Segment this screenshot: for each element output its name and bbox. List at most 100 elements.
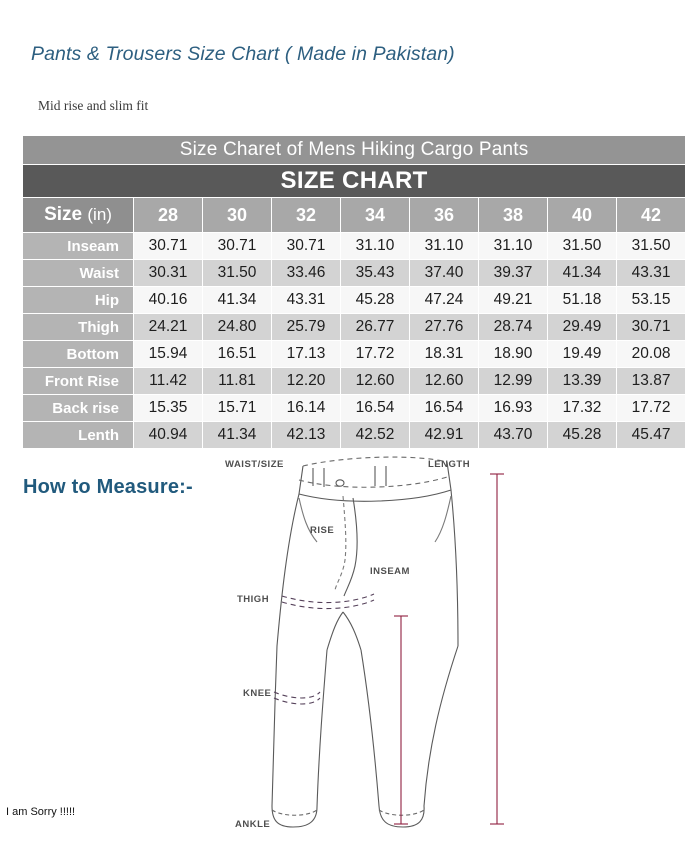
corner-label: Size bbox=[44, 204, 83, 225]
row-label: Thigh bbox=[23, 314, 133, 340]
measurement-cell: 31.10 bbox=[479, 233, 547, 259]
measurement-cell: 45.47 bbox=[617, 422, 686, 448]
row-label: Front Rise bbox=[23, 368, 133, 394]
measurement-cell: 42.91 bbox=[410, 422, 478, 448]
table-caption-row: Size Charet of Mens Hiking Cargo Pants bbox=[23, 136, 686, 164]
size-header-36: 36 bbox=[410, 198, 478, 232]
measurement-cell: 17.72 bbox=[617, 395, 686, 421]
size-chart-table: Size Charet of Mens Hiking Cargo Pants S… bbox=[22, 135, 687, 449]
measurement-cell: 43.31 bbox=[617, 260, 686, 286]
measurement-cell: 35.43 bbox=[341, 260, 409, 286]
measurement-cell: 47.24 bbox=[410, 287, 478, 313]
size-header-42: 42 bbox=[617, 198, 686, 232]
label-inseam: INSEAM bbox=[370, 566, 410, 577]
measurement-cell: 15.71 bbox=[203, 395, 271, 421]
pants-measurement-diagram: WAIST/SIZE LENGTH RISE INSEAM THIGH KNEE… bbox=[225, 450, 700, 850]
measurement-cell: 39.37 bbox=[479, 260, 547, 286]
measurement-cell: 15.94 bbox=[134, 341, 202, 367]
measurement-cell: 43.31 bbox=[272, 287, 340, 313]
measurement-cell: 30.71 bbox=[134, 233, 202, 259]
measurement-cell: 51.18 bbox=[548, 287, 616, 313]
table-caption: Size Charet of Mens Hiking Cargo Pants bbox=[23, 136, 686, 164]
measurement-cell: 13.87 bbox=[617, 368, 686, 394]
size-header-38: 38 bbox=[479, 198, 547, 232]
size-header-28: 28 bbox=[134, 198, 202, 232]
size-header-32: 32 bbox=[272, 198, 340, 232]
measurement-cell: 20.08 bbox=[617, 341, 686, 367]
measurement-cell: 29.49 bbox=[548, 314, 616, 340]
row-label: Bottom bbox=[23, 341, 133, 367]
measurement-cell: 49.21 bbox=[479, 287, 547, 313]
measurement-cell: 43.70 bbox=[479, 422, 547, 448]
measurement-cell: 41.34 bbox=[548, 260, 616, 286]
table-row: Lenth 40.94 41.34 42.13 42.52 42.91 43.70 45.28… bbox=[23, 422, 686, 448]
table-row: Waist 30.31 31.50 33.46 35.43 37.40 39.37 41.34… bbox=[23, 260, 686, 286]
measurement-cell: 13.39 bbox=[548, 368, 616, 394]
label-thigh: THIGH bbox=[237, 594, 269, 605]
size-header-row: Size (in) 28 30 32 34 36 38 40 42 bbox=[23, 198, 686, 232]
label-knee: KNEE bbox=[243, 688, 271, 699]
measurement-cell: 12.60 bbox=[341, 368, 409, 394]
measurement-cell: 42.52 bbox=[341, 422, 409, 448]
measurement-cell: 17.13 bbox=[272, 341, 340, 367]
measurement-cell: 45.28 bbox=[341, 287, 409, 313]
measurement-cell: 12.20 bbox=[272, 368, 340, 394]
fit-description: Mid rise and slim fit bbox=[38, 98, 149, 113]
measurement-cell: 37.40 bbox=[410, 260, 478, 286]
measurement-cell: 16.14 bbox=[272, 395, 340, 421]
table-banner-row: SIZE CHART bbox=[23, 165, 686, 197]
measurement-cell: 15.35 bbox=[134, 395, 202, 421]
measurement-cell: 24.80 bbox=[203, 314, 271, 340]
measurement-cell: 31.50 bbox=[548, 233, 616, 259]
row-label: Back rise bbox=[23, 395, 133, 421]
measurement-cell: 16.54 bbox=[410, 395, 478, 421]
measurement-cell: 24.21 bbox=[134, 314, 202, 340]
measurement-cell: 17.72 bbox=[341, 341, 409, 367]
how-to-measure-heading: How to Measure:- bbox=[23, 476, 193, 498]
table-row: Front Rise 11.42 11.81 12.20 12.60 12.60 12.99… bbox=[23, 368, 686, 394]
table-row: Bottom 15.94 16.51 17.13 17.72 18.31 18.90 19.4… bbox=[23, 341, 686, 367]
measurement-cell: 31.50 bbox=[617, 233, 686, 259]
measurement-cell: 16.51 bbox=[203, 341, 271, 367]
measurement-cell: 42.13 bbox=[272, 422, 340, 448]
measurement-cell: 31.50 bbox=[203, 260, 271, 286]
measurement-cell: 26.77 bbox=[341, 314, 409, 340]
measurement-cell: 30.71 bbox=[272, 233, 340, 259]
measurement-cell: 53.15 bbox=[617, 287, 686, 313]
table-row: Inseam 30.71 30.71 30.71 31.10 31.10 31.10 31.5… bbox=[23, 233, 686, 259]
label-waist: WAIST/SIZE bbox=[225, 459, 284, 470]
size-header-30: 30 bbox=[203, 198, 271, 232]
row-label: Hip bbox=[23, 287, 133, 313]
measurement-cell: 41.34 bbox=[203, 422, 271, 448]
measurement-cell: 16.54 bbox=[341, 395, 409, 421]
table-banner: SIZE CHART bbox=[23, 165, 686, 197]
page-title: Pants & Trousers Size Chart ( Made in Pa… bbox=[31, 43, 455, 65]
apology-note: I am Sorry !!!!! bbox=[6, 806, 76, 818]
measurement-cell: 30.71 bbox=[617, 314, 686, 340]
measurement-cell: 12.60 bbox=[410, 368, 478, 394]
measurement-lines bbox=[394, 473, 504, 825]
measurement-cell: 30.71 bbox=[203, 233, 271, 259]
measurement-cell: 31.10 bbox=[410, 233, 478, 259]
row-label: Waist bbox=[23, 260, 133, 286]
table-row: Back rise 15.35 15.71 16.14 16.54 16.54 16.93 1… bbox=[23, 395, 686, 421]
measurement-cell: 25.79 bbox=[272, 314, 340, 340]
measurement-cell: 18.31 bbox=[410, 341, 478, 367]
row-label: Lenth bbox=[23, 422, 133, 448]
measurement-cell: 27.76 bbox=[410, 314, 478, 340]
measurement-cell: 40.16 bbox=[134, 287, 202, 313]
measurement-cell: 11.81 bbox=[203, 368, 271, 394]
label-rise: RISE bbox=[310, 525, 334, 536]
corner-unit: (in) bbox=[87, 205, 112, 224]
size-header-40: 40 bbox=[548, 198, 616, 232]
measurement-cell: 40.94 bbox=[134, 422, 202, 448]
measurement-cell: 18.90 bbox=[479, 341, 547, 367]
row-label: Inseam bbox=[23, 233, 133, 259]
measurement-cell: 19.49 bbox=[548, 341, 616, 367]
measurement-cell: 33.46 bbox=[272, 260, 340, 286]
table-row: Hip 40.16 41.34 43.31 45.28 47.24 49.21 51.18 53… bbox=[23, 287, 686, 313]
size-header-34: 34 bbox=[341, 198, 409, 232]
measurement-cell: 30.31 bbox=[134, 260, 202, 286]
table-row: Thigh 24.21 24.80 25.79 26.77 27.76 28.74 29.49… bbox=[23, 314, 686, 340]
measurement-cell: 16.93 bbox=[479, 395, 547, 421]
